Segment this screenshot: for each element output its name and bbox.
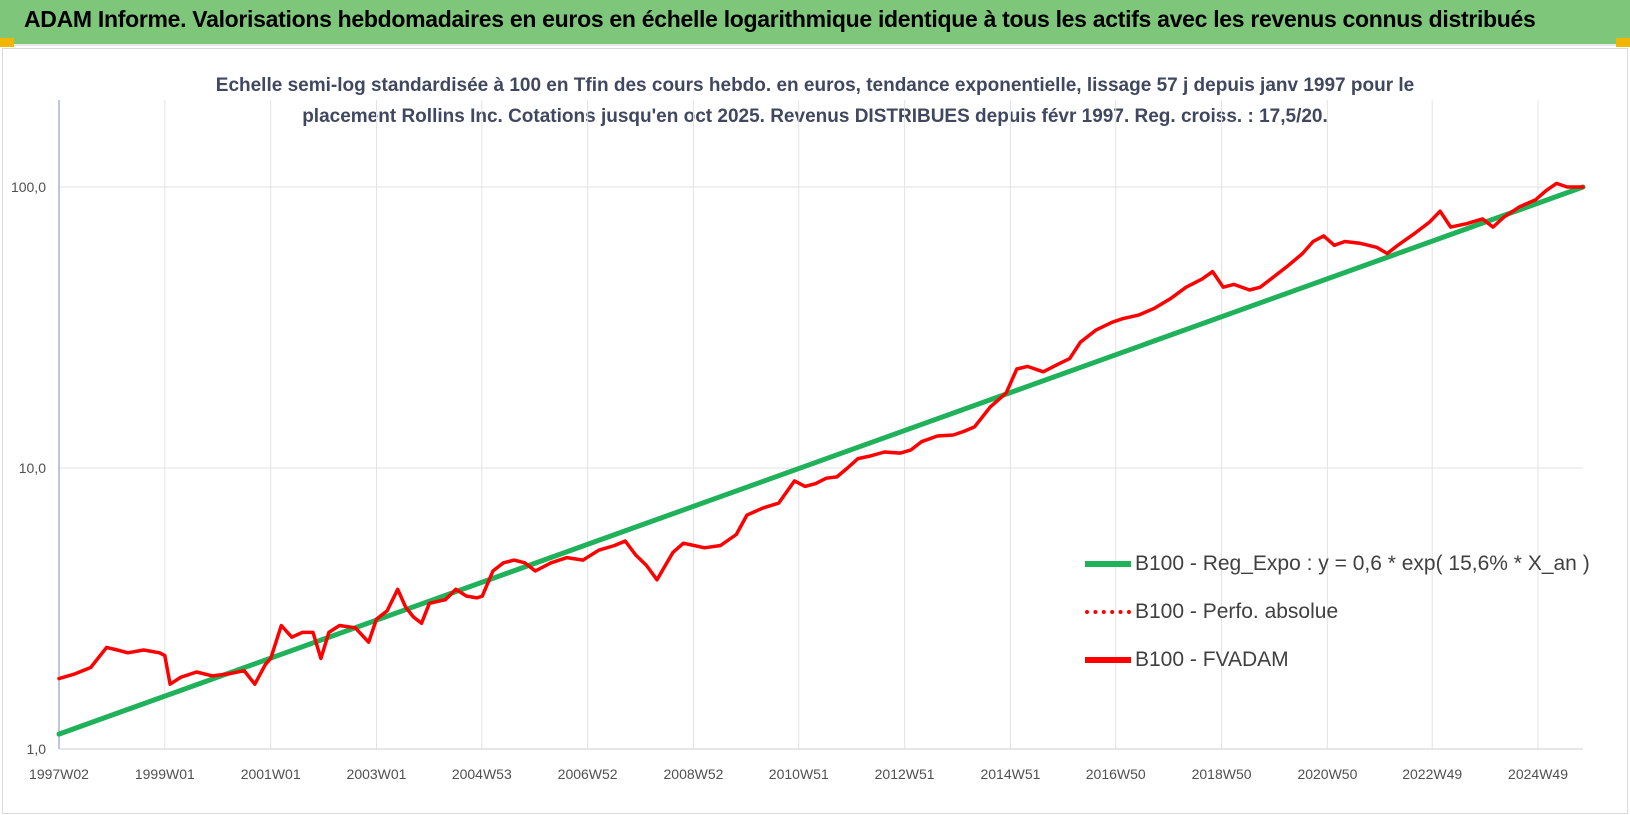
legend-swatch-fvadam [1085, 657, 1131, 663]
x-tick-label: 2022W49 [1402, 766, 1462, 782]
x-tick-label: 2010W51 [769, 766, 829, 782]
x-tick-label: 2024W49 [1508, 766, 1568, 782]
x-tick-label: 2020W50 [1297, 766, 1357, 782]
x-tick-label: 2004W53 [452, 766, 512, 782]
x-tick-label: 1997W02 [29, 766, 89, 782]
x-tick-label: 2006W52 [558, 766, 618, 782]
chart-title-line2: placement Rollins Inc. Cotations jusqu'e… [302, 106, 1328, 127]
y-tick-label: 1,0 [27, 741, 47, 757]
legend-label-perfo-absolue: B100 - Perfo. absolue [1135, 600, 1339, 623]
legend-label-fvadam: B100 - FVADAM [1135, 648, 1289, 671]
series-line-reg-expo [56, 184, 1586, 737]
y-tick-label: 10,0 [19, 460, 46, 476]
legend-item-fvadam: B100 - FVADAM [1085, 636, 1590, 684]
x-tick-label: 2001W01 [241, 766, 301, 782]
chart-legend: B100 - Reg_Expo : y = 0,6 * exp( 15,6% *… [1085, 540, 1590, 684]
legend-swatch-reg-expo [1085, 561, 1131, 567]
corner-marker-left [0, 38, 14, 47]
x-tick-label: 2008W52 [664, 766, 724, 782]
legend-swatch-perfo-absolue [1085, 610, 1131, 614]
header-bar: ADAM Informe. Valorisations hebdomadaire… [0, 0, 1630, 46]
y-tick-label: 100,0 [11, 179, 46, 195]
chart-title-line1: Echelle semi-log standardisée à 100 en T… [215, 75, 1415, 96]
legend-label-reg-expo: B100 - Reg_Expo : y = 0,6 * exp( 15,6% *… [1135, 552, 1590, 575]
legend-item-reg-expo: B100 - Reg_Expo : y = 0,6 * exp( 15,6% *… [1085, 540, 1590, 588]
x-tick-label: 2014W51 [980, 766, 1040, 782]
page-title: ADAM Informe. Valorisations hebdomadaire… [24, 6, 1536, 32]
series-line-fvadam [57, 181, 1585, 686]
corner-marker-right [1616, 38, 1630, 47]
chart-area [2, 48, 1628, 814]
x-tick-label: 2016W50 [1086, 766, 1146, 782]
x-tick-label: 1999W01 [135, 766, 195, 782]
x-tick-label: 2018W50 [1192, 766, 1252, 782]
chart-title: Echelle semi-log standardisée à 100 en T… [140, 70, 1490, 132]
legend-item-perfo-absolue: B100 - Perfo. absolue [1085, 588, 1590, 636]
x-tick-label: 2012W51 [875, 766, 935, 782]
x-tick-label: 2003W01 [347, 766, 407, 782]
